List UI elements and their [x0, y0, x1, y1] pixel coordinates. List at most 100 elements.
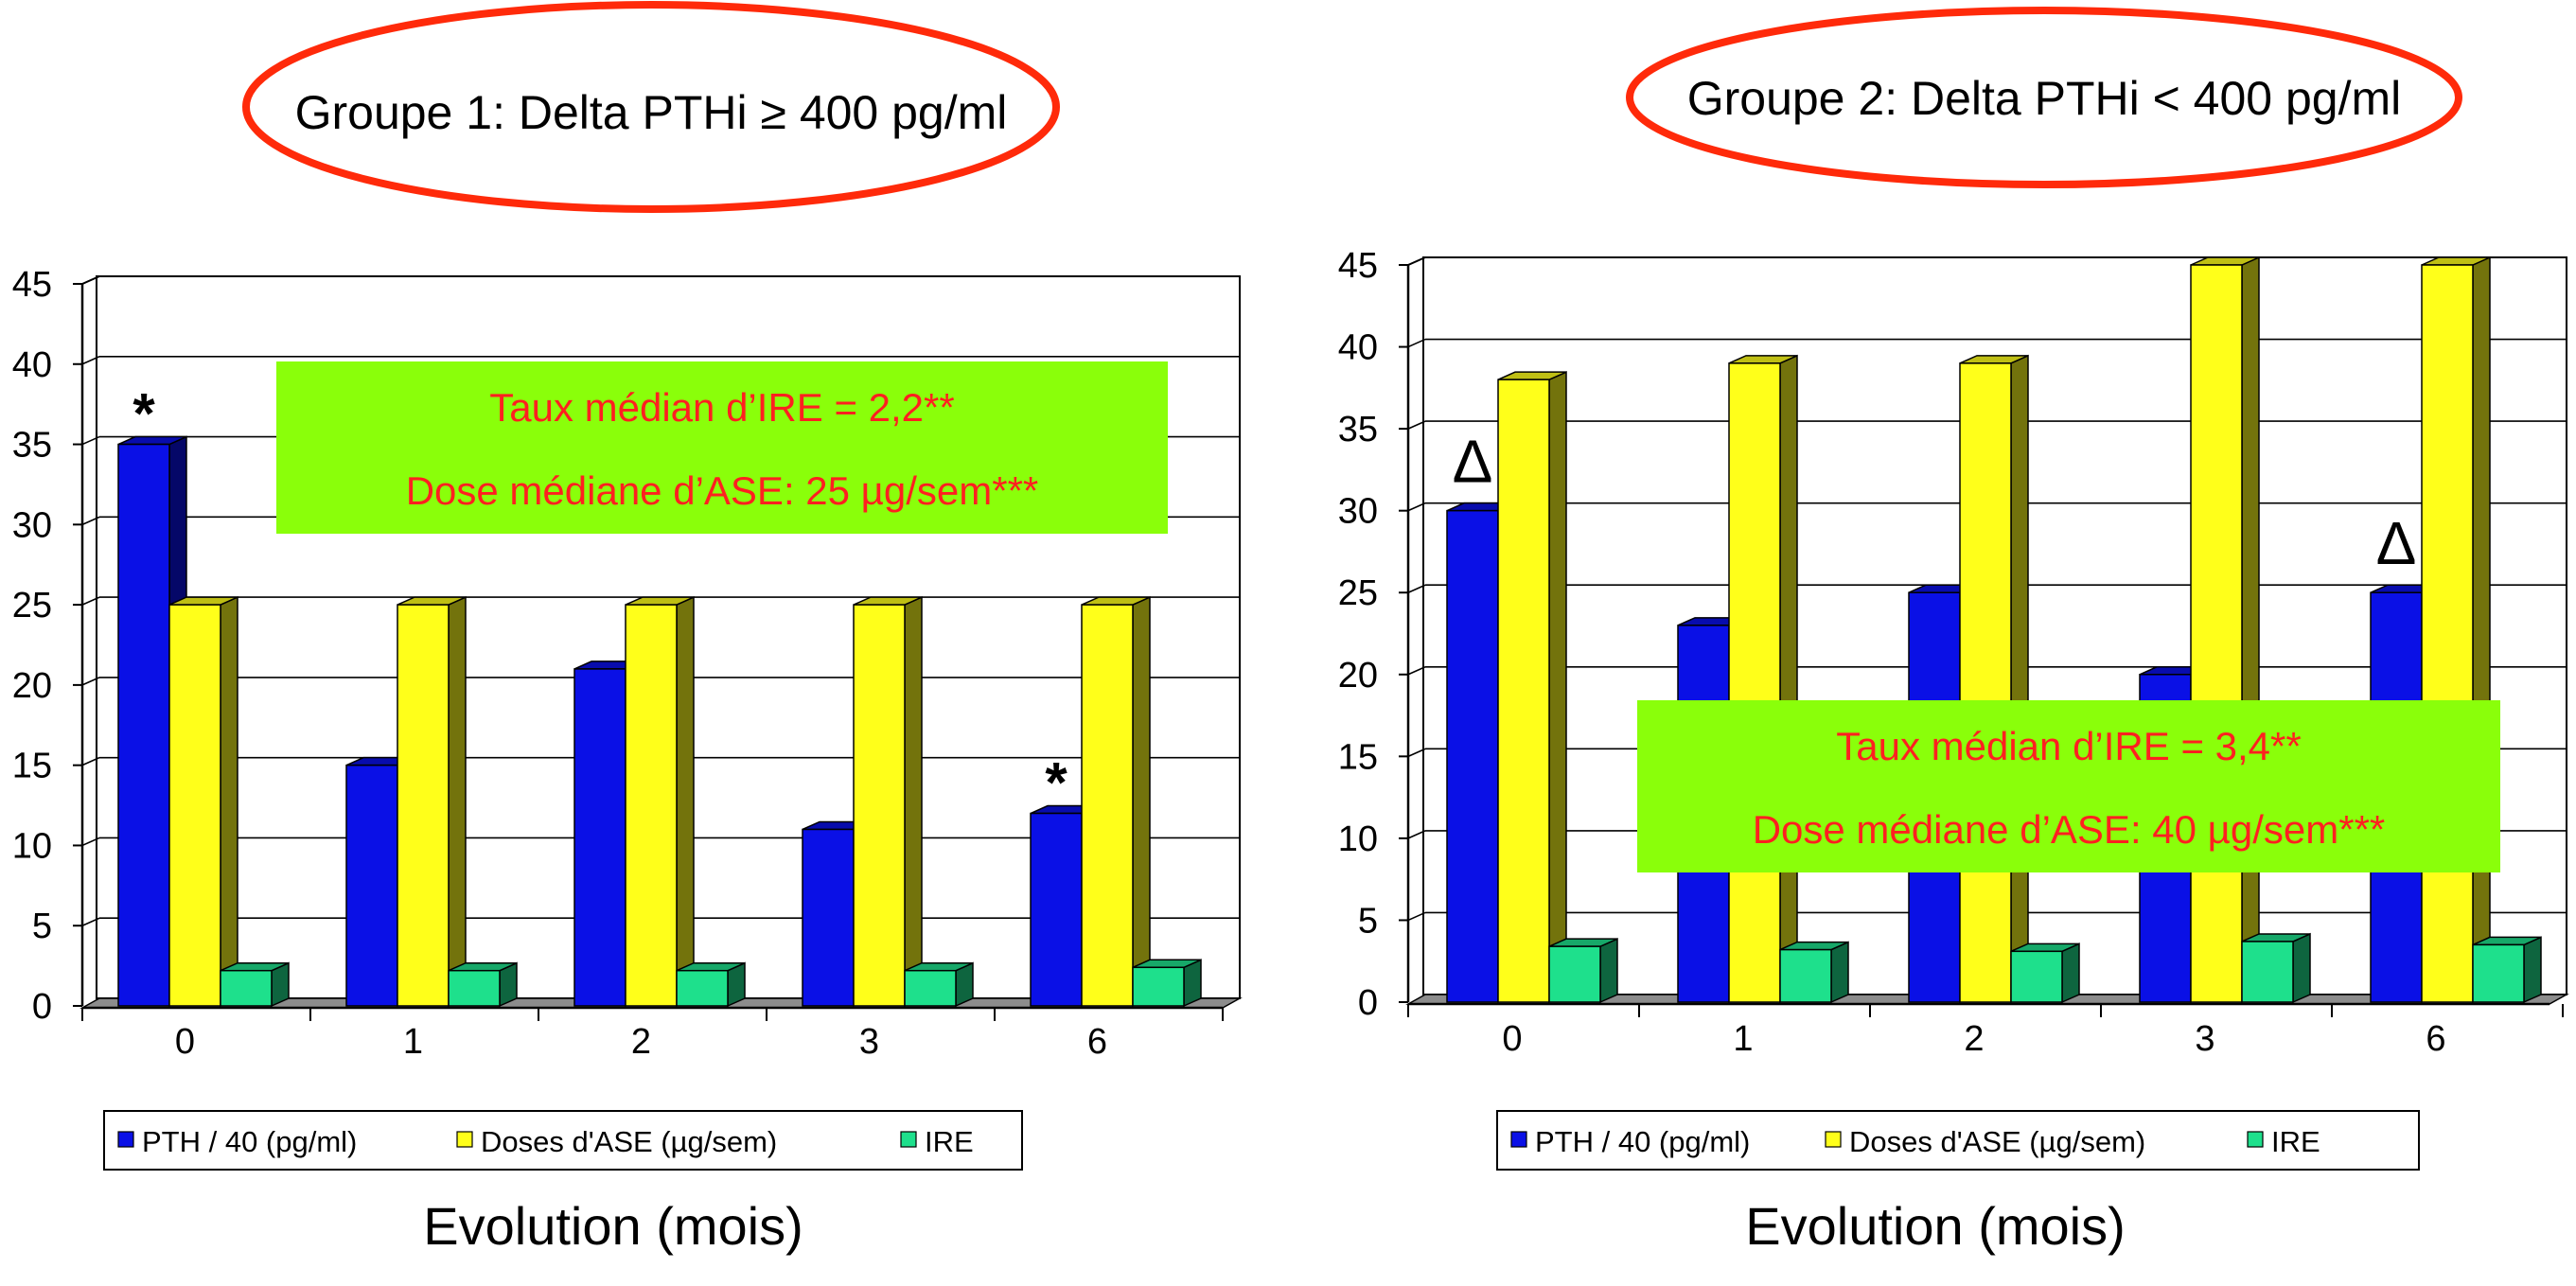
bar-side: [1548, 371, 1567, 1004]
bar-doses-6: [1081, 595, 1151, 1008]
gridline-diag: [81, 435, 100, 446]
bar-side: [904, 595, 923, 1008]
gridline-diag: [81, 677, 100, 686]
gridline-diag: [81, 917, 100, 926]
legend: [1496, 1110, 2420, 1171]
gridline-diag: [81, 516, 100, 526]
y-tick-label: 40: [12, 345, 52, 385]
summary-text-line: Dose médiane d’ASE: 40 µg/sem***: [1753, 807, 2386, 852]
y-tick-label: 0: [32, 987, 52, 1027]
bar-side: [2523, 936, 2542, 1004]
bar-front: [168, 604, 221, 1007]
gridline-diag: [1407, 502, 1426, 512]
y-tick-label: 15: [1338, 737, 1378, 777]
legend-swatch: [900, 1131, 917, 1148]
bar-ire-0: [220, 961, 290, 1008]
gridline-diag: [81, 596, 100, 606]
bar-front: [1030, 812, 1083, 1007]
x-axis-title: Evolution (mois): [423, 1196, 803, 1256]
bar-front: [1779, 948, 1832, 1003]
bar-side: [1830, 941, 1849, 1004]
bar-front: [625, 604, 678, 1007]
bar-ire-1: [1779, 941, 1849, 1004]
gridline-diag: [1407, 830, 1426, 839]
title-ellipse: [1626, 7, 2462, 188]
bar-side: [1779, 354, 1798, 1004]
bar-front: [1132, 966, 1185, 1007]
bar-front: [220, 969, 273, 1007]
y-tick-label: 30: [12, 505, 52, 545]
title-ellipse: [242, 1, 1060, 213]
y-tick-label: 30: [1338, 492, 1378, 532]
gridline-diag: [1407, 584, 1426, 593]
summary-textbox: [1637, 700, 2500, 872]
bar-side: [2010, 354, 2029, 1004]
bar-ire-3: [904, 961, 974, 1008]
bar-doses-3: [853, 595, 923, 1008]
x-tick-label: 1: [1733, 1019, 1753, 1059]
annotation-marker: *: [1045, 751, 1067, 815]
bar-front: [2010, 950, 2063, 1003]
legend-label: PTH / 40 (pg/ml): [1535, 1125, 1750, 1158]
bar-front: [1548, 945, 1601, 1003]
bar-front: [2241, 941, 2294, 1003]
x-tick-label: 2: [1964, 1019, 1984, 1059]
bar-front: [117, 443, 170, 1007]
bar-ire-3: [2241, 932, 2311, 1004]
y-tick-label: 20: [1338, 656, 1378, 696]
annotation-marker: Δ: [1453, 428, 1493, 496]
x-tick-label: 6: [2426, 1019, 2445, 1059]
bar-front: [2421, 264, 2474, 1003]
summary-text-line: Dose médiane d’ASE: 25 µg/sem***: [406, 468, 1039, 513]
bar-front: [2190, 264, 2243, 1003]
bar-front: [397, 604, 450, 1007]
x-tick-label: 1: [403, 1022, 423, 1062]
gridline-diag: [1407, 338, 1426, 348]
chart-title: Groupe 1: Delta PTHi ≥ 400 pg/ml: [295, 86, 1008, 139]
chart-2: 0 5 10 15 20 25 30 35 40 45 0 1 2 3 6 Δ Δ Taux médian d’I…: [1338, 7, 2569, 1256]
y-tick-label: 45: [12, 265, 52, 305]
gridline-diag: [1407, 420, 1426, 430]
bar-ire-6: [2472, 936, 2542, 1004]
bar-side: [676, 595, 695, 1008]
y-axis-top: [81, 275, 100, 285]
legend-swatch: [456, 1131, 473, 1148]
x-axis-title: Evolution (mois): [1745, 1196, 2125, 1256]
bar-side: [2061, 942, 2080, 1004]
bar-side: [2472, 255, 2491, 1004]
bar-front: [345, 764, 398, 1007]
y-tick-label: 35: [1338, 410, 1378, 449]
bar-front: [1728, 362, 1781, 1003]
bar-doses-1: [397, 595, 467, 1008]
y-tick-label: 5: [1358, 901, 1378, 941]
chart-title-part: ≥: [760, 86, 785, 139]
legend-swatch: [117, 1131, 134, 1148]
bar-ire-6: [1132, 959, 1202, 1008]
y-tick-label: 15: [12, 747, 52, 786]
legend-swatch: [1510, 1131, 1527, 1148]
y-tick-label: 10: [1338, 819, 1378, 859]
x-tick-label: 3: [859, 1022, 879, 1062]
legend-label: Doses d'ASE (µg/sem): [481, 1125, 777, 1158]
y-tick-label: 25: [12, 586, 52, 625]
bar-side: [1599, 937, 1618, 1004]
x-tick-label: 0: [175, 1022, 195, 1062]
bar-front: [676, 969, 729, 1007]
gridline-diag: [81, 356, 100, 365]
summary-textbox: [276, 361, 1168, 534]
annotation-marker: Δ: [2376, 509, 2417, 577]
chart-title-part: 400 pg/ml: [786, 86, 1007, 139]
legend-label: IRE: [925, 1125, 974, 1158]
legend: [103, 1110, 1023, 1171]
bar-doses-0: [168, 595, 238, 1008]
x-tick-label: 3: [2195, 1019, 2214, 1059]
y-tick-label: 10: [12, 826, 52, 866]
gridline-diag: [81, 756, 100, 766]
legend-swatch: [2247, 1131, 2264, 1148]
bar-ire-2: [676, 961, 746, 1008]
bar-ire-0: [1548, 937, 1618, 1004]
y-axis-top: [1407, 256, 1426, 266]
annotation-marker: *: [132, 382, 155, 446]
